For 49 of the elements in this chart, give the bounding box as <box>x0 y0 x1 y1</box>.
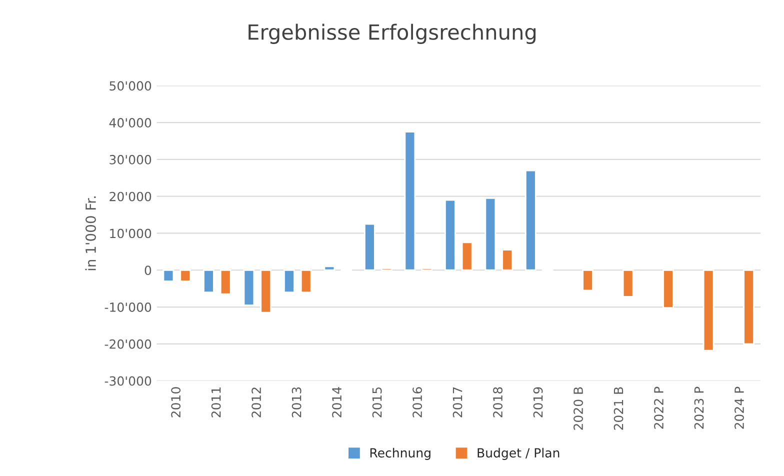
y-tick-label: -10'000 <box>104 302 152 312</box>
y-tick-label: 40'000 <box>109 118 152 128</box>
y-tick-label: 50'000 <box>110 81 152 91</box>
legend-label: Rechnung <box>370 448 430 460</box>
x-tick-label: 2014 <box>332 387 342 418</box>
x-tick-label: 2024 P <box>734 386 744 429</box>
x-tick-label: 2016 <box>412 387 422 418</box>
bar <box>180 269 192 282</box>
x-tick-label: 2013 <box>292 387 302 418</box>
bar <box>582 269 594 292</box>
y-tick-label: 0 <box>144 266 152 276</box>
bar <box>622 269 634 298</box>
y-axis-title: in 1'000 Fr. <box>85 196 96 270</box>
y-tick-label: 20'000 <box>110 192 152 202</box>
legend-label: Budget / Plan <box>478 448 560 460</box>
x-tick-label: 2010 <box>171 387 181 418</box>
bar <box>220 269 232 295</box>
bar <box>324 266 336 271</box>
bar <box>743 269 754 345</box>
bar <box>702 269 714 352</box>
x-tick-label: 2017 <box>452 387 462 418</box>
bar <box>404 131 416 271</box>
x-tick-label: 2020 B <box>574 387 584 430</box>
y-tick-label: 30'000 <box>110 154 152 164</box>
bar <box>461 242 473 271</box>
x-tick-label: 2012 <box>252 388 262 418</box>
y-tick-label: 10'000 <box>110 228 152 238</box>
chart-title: Ergebnisse Erfolgsrechnung <box>248 24 536 44</box>
bar <box>243 269 255 306</box>
x-tick-label: 2021 B <box>614 387 624 430</box>
bar <box>284 269 295 293</box>
y-tick-label: -20'000 <box>104 339 152 349</box>
bar <box>300 269 312 293</box>
x-tick-label: 2023 P <box>694 386 704 429</box>
bar <box>162 269 174 282</box>
x-tick-label: 2015 <box>372 387 382 418</box>
bar <box>260 269 272 314</box>
bar <box>364 223 376 271</box>
x-tick-label: 2022 P <box>654 386 664 429</box>
x-tick-label: 2019 <box>533 387 543 418</box>
bar <box>662 269 674 308</box>
bar <box>502 249 514 271</box>
x-tick-label: 2018 <box>493 387 503 418</box>
bar <box>484 198 496 271</box>
y-tick-label: -30'000 <box>104 376 152 386</box>
bar <box>524 170 536 271</box>
bar <box>444 199 456 271</box>
bar <box>203 269 214 293</box>
x-tick-label: 2011 <box>211 388 221 418</box>
